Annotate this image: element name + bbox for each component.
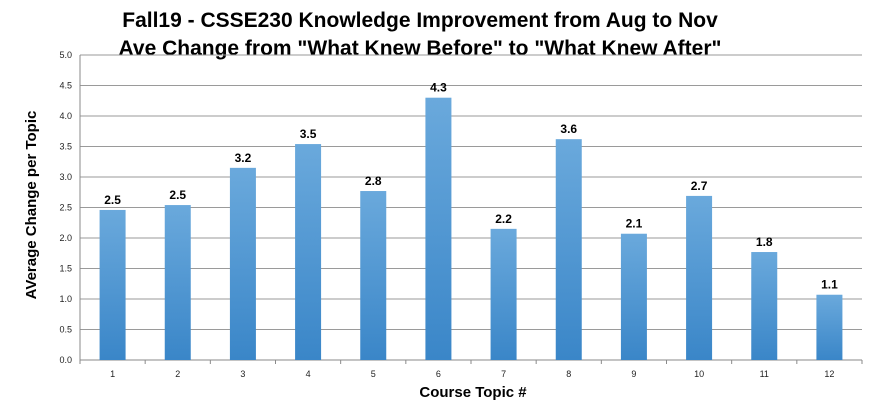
bar-topic-11 — [751, 252, 778, 360]
bar-topic-3 — [229, 167, 256, 360]
y-tick-label: 1.0 — [59, 294, 72, 304]
data-label: 4.3 — [430, 81, 447, 95]
bar-topic-6 — [425, 97, 452, 360]
y-tick-label: 4.5 — [59, 81, 72, 91]
x-tick-label: 5 — [371, 369, 376, 379]
bar-topic-1 — [99, 209, 126, 360]
x-tick-label: 2 — [175, 369, 180, 379]
bar-topic-9 — [620, 233, 647, 360]
x-axis-ticks: 1 2 3 4 5 6 7 8 9 10 11 12 — [79, 360, 863, 379]
data-label: 1.1 — [821, 278, 838, 292]
y-tick-label: 0.0 — [59, 355, 72, 365]
data-label: 3.6 — [560, 122, 577, 136]
data-label: 1.8 — [756, 235, 773, 249]
data-label: 2.5 — [104, 193, 121, 207]
bar-topic-2 — [164, 205, 191, 360]
x-tick-label: 10 — [694, 369, 704, 379]
x-tick-label: 6 — [436, 369, 441, 379]
chart-title: Fall19 - CSSE230 Knowledge Improvement f… — [122, 9, 718, 32]
bar-topic-8 — [555, 139, 582, 360]
y-axis-title: AVerage Change per Topic — [23, 111, 40, 300]
data-label: 2.1 — [626, 217, 643, 231]
y-tick-label: 3.0 — [59, 172, 72, 182]
x-tick-label: 8 — [566, 369, 571, 379]
bar-topic-7 — [490, 228, 517, 360]
x-tick-label: 3 — [240, 369, 245, 379]
data-label: 2.2 — [495, 212, 512, 226]
y-axis-ticks: 0.0 0.5 1.0 1.5 2.0 2.5 3.0 3.5 4.0 4.5 5.0 — [59, 50, 72, 365]
y-tick-label: 0.5 — [59, 325, 72, 335]
bars — [99, 97, 843, 360]
bar-topic-4 — [295, 144, 322, 360]
y-tick-label: 2.0 — [59, 233, 72, 243]
data-labels: 2.5 2.5 3.2 3.5 2.8 4.3 2.2 3.6 2.1 2.7 1.8 1.1 — [104, 81, 838, 292]
y-tick-label: 2.5 — [59, 203, 72, 213]
bar-topic-12 — [816, 294, 843, 360]
x-tick-label: 9 — [631, 369, 636, 379]
data-label: 2.8 — [365, 174, 382, 188]
data-label: 3.5 — [300, 127, 317, 141]
gridlines — [79, 54, 862, 361]
y-tick-label: 4.0 — [59, 111, 72, 121]
y-tick-label: 5.0 — [59, 50, 72, 60]
x-tick-label: 4 — [306, 369, 311, 379]
x-axis-title: Course Topic # — [419, 384, 527, 401]
data-label: 2.5 — [169, 188, 186, 202]
bar-topic-10 — [686, 195, 713, 360]
x-tick-label: 12 — [824, 369, 834, 379]
y-tick-label: 3.5 — [59, 142, 72, 152]
x-tick-label: 7 — [501, 369, 506, 379]
chart-subtitle: Ave Change from "What Knew Before" to "W… — [119, 37, 722, 60]
x-tick-label: 1 — [110, 369, 115, 379]
bar-topic-5 — [360, 191, 387, 360]
data-label: 3.2 — [235, 151, 252, 165]
y-tick-label: 1.5 — [59, 264, 72, 274]
x-tick-label: 11 — [760, 369, 769, 379]
data-label: 2.7 — [691, 179, 708, 193]
